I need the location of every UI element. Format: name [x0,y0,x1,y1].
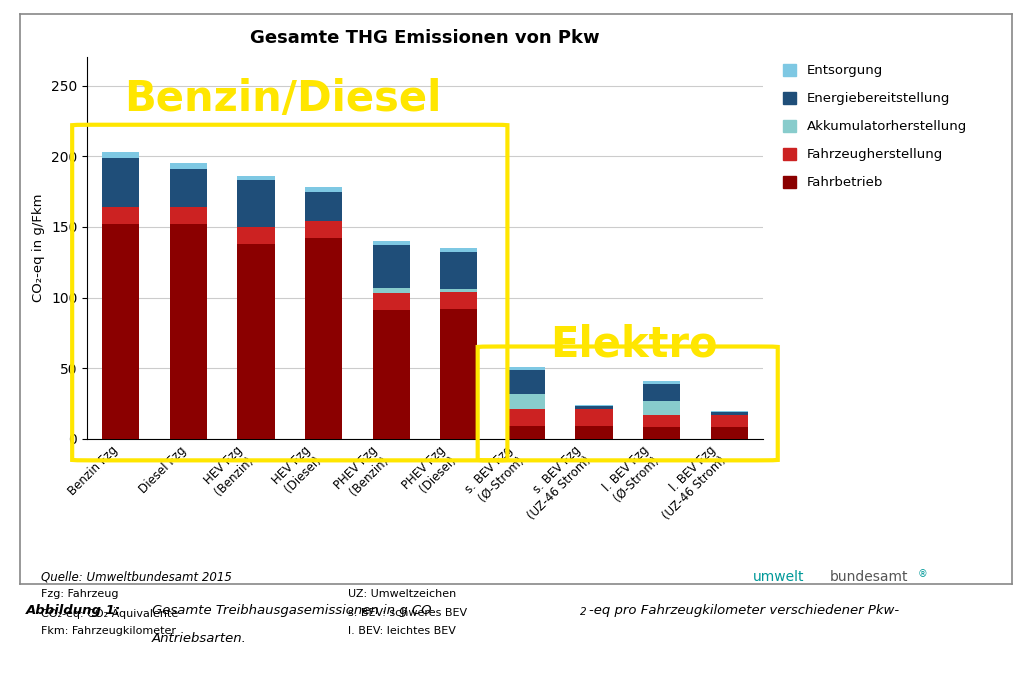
Text: CO₂-eq: CO₂ Äquivalente: CO₂-eq: CO₂ Äquivalente [41,608,178,620]
Bar [711,410,748,412]
Bar [102,152,139,158]
Bar [711,427,748,439]
Bar [440,308,477,439]
Bar [170,207,207,224]
Bar [508,369,545,394]
Bar [102,158,139,207]
Bar [170,169,207,207]
Bar [238,227,274,244]
Text: 2: 2 [580,607,586,617]
Text: Benzin/Diesel: Benzin/Diesel [124,78,441,119]
Bar [102,224,139,439]
Bar [373,245,410,288]
Bar [102,207,139,224]
Text: Quelle: Umweltbundesamt 2015: Quelle: Umweltbundesamt 2015 [41,570,231,583]
Bar [440,252,477,289]
Bar [305,221,342,238]
Bar [373,293,410,310]
Bar [373,241,410,245]
Bar [305,188,342,192]
Bar [575,409,612,426]
Bar [643,401,680,414]
Bar [373,288,410,293]
Text: -eq pro Fahrzeugkilometer verschiedener Pkw-: -eq pro Fahrzeugkilometer verschiedener … [589,604,899,617]
Bar [643,383,680,401]
Bar [643,381,680,383]
Title: Gesamte THG Emissionen von Pkw: Gesamte THG Emissionen von Pkw [250,30,600,47]
Bar [575,426,612,439]
Bar [508,394,545,409]
Bar [305,192,342,221]
Bar [643,427,680,439]
Text: umwelt: umwelt [753,570,804,585]
Bar [170,224,207,439]
Y-axis label: CO₂-eq in g/Fkm: CO₂-eq in g/Fkm [33,194,45,302]
Bar [170,163,207,169]
Bar [373,310,410,439]
Bar [575,406,612,409]
Text: Gesamte Treibhausgasemissionen in g CO: Gesamte Treibhausgasemissionen in g CO [152,604,431,617]
Legend: Entsorgung, Energiebereitstellung, Akkumulatorherstellung, Fahrzeugherstellung, : Entsorgung, Energiebereitstellung, Akkum… [783,64,967,189]
Text: l. BEV: leichtes BEV: l. BEV: leichtes BEV [348,626,456,637]
Bar [711,412,748,414]
Bar [440,292,477,308]
Bar [440,248,477,252]
Bar [508,426,545,439]
Text: Antriebsarten.: Antriebsarten. [152,632,247,645]
Text: UZ: Umweltzeichen: UZ: Umweltzeichen [348,589,457,599]
Text: ®: ® [918,569,928,579]
Text: s. BEV: schweres BEV: s. BEV: schweres BEV [348,608,467,618]
Text: Fkm: Fahrzeugkilometer: Fkm: Fahrzeugkilometer [41,626,176,637]
Bar [238,176,274,180]
Bar [440,289,477,292]
Bar [643,414,680,427]
Text: bundesamt: bundesamt [829,570,908,585]
Bar [508,409,545,426]
Text: Fzg: Fahrzeug: Fzg: Fahrzeug [41,589,119,599]
Bar [238,180,274,227]
Bar [238,244,274,439]
Text: Abbildung 1:: Abbildung 1: [26,604,121,617]
Bar [508,367,545,369]
Bar [575,405,612,406]
Bar [711,414,748,427]
Bar [305,238,342,439]
Text: Elektro: Elektro [550,323,718,365]
